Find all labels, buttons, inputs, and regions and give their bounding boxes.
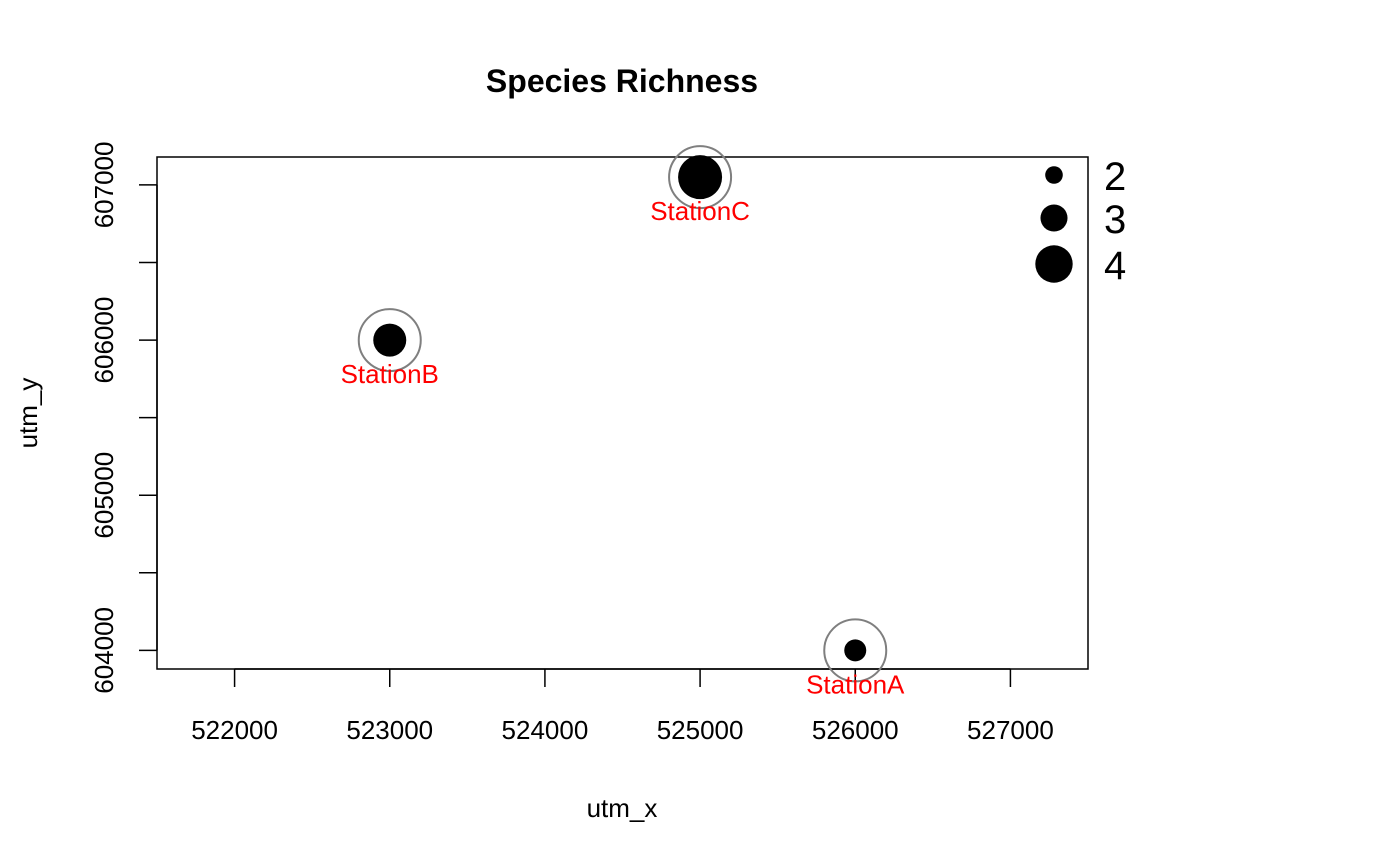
x-tick-label: 527000	[967, 715, 1054, 745]
station-label: StationC	[650, 196, 750, 226]
station-marker: StationA	[806, 618, 905, 699]
x-tick-label: 524000	[502, 715, 589, 745]
y-axis-title: utm_y	[13, 378, 43, 449]
x-tick-label: 525000	[657, 715, 744, 745]
y-tick-label: 604000	[89, 607, 119, 694]
chart-title: Species Richness	[486, 63, 758, 99]
points-layer: StationA StationB StationC	[341, 145, 905, 699]
legend-marker	[1040, 204, 1068, 232]
x-axis: 522000 523000 524000 525000 526000 527000	[191, 668, 1054, 745]
plot-frame	[156, 156, 1089, 670]
legend-marker	[1045, 166, 1063, 184]
station-point	[678, 155, 723, 200]
station-point	[373, 323, 407, 357]
legend: 234	[1035, 155, 1126, 288]
station-marker: StationB	[341, 308, 439, 389]
station-label: StationA	[806, 669, 905, 699]
y-axis: 604000 605000 606000 607000	[89, 142, 158, 694]
station-point	[844, 639, 867, 662]
y-tick-label: 605000	[89, 452, 119, 539]
station-ring	[823, 618, 888, 683]
station-marker: StationC	[650, 145, 750, 226]
station-label: StationB	[341, 359, 439, 389]
y-tick-label: 607000	[89, 142, 119, 229]
station-ring	[668, 145, 733, 210]
x-tick-label: 522000	[191, 715, 278, 745]
legend-label: 4	[1104, 244, 1126, 288]
legend-label: 2	[1104, 155, 1126, 199]
station-ring	[357, 308, 422, 373]
legend-label: 3	[1104, 198, 1126, 242]
x-tick-label: 523000	[346, 715, 433, 745]
legend-marker	[1035, 245, 1073, 283]
x-tick-label: 526000	[812, 715, 899, 745]
x-axis-title: utm_x	[587, 793, 658, 823]
y-tick-label: 606000	[89, 297, 119, 384]
